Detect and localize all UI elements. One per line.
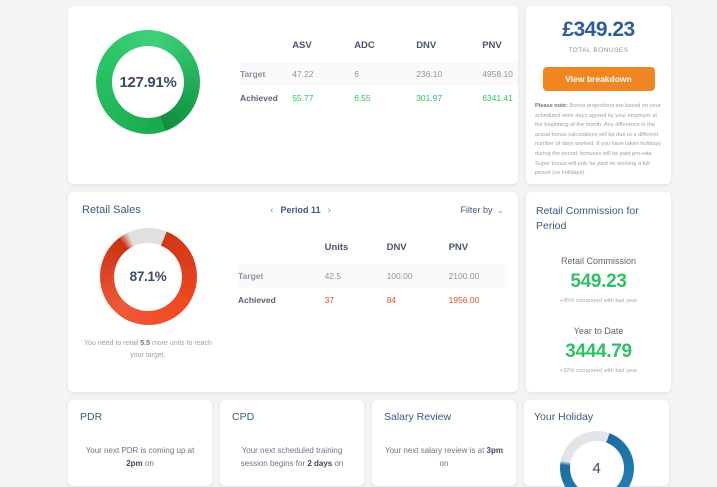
bonus-disclaimer-body: Bonus projections are based on your sche… <box>535 103 661 177</box>
retail-donut-chart: 87.1% <box>99 228 197 325</box>
cell-achieved-pnv: 6341.41 <box>482 93 513 103</box>
table-header-row: Units DNV PNV <box>238 242 508 264</box>
column-header-pnv: PNV <box>482 40 502 51</box>
salary-review-card: Salary Review Your next salary review is… <box>372 400 516 486</box>
retail-table-wrap: Units DNV PNV Target 42.5 100.00 2100.00 <box>238 242 518 312</box>
salary-body-time: 3pm <box>486 446 503 455</box>
dashboard-row-retail: Retail Sales ‹ Period 11 › Filter by ⌄ 87… <box>68 192 671 392</box>
hint-suffix: more units to reach your target. <box>130 340 212 360</box>
cell-achieved-adc: 6.55 <box>354 93 371 103</box>
commission-period-label: Retail Commission <box>560 256 637 267</box>
hint-units: 5.5 <box>140 340 151 347</box>
cpd-card-body: Your next scheduled training session beg… <box>232 445 352 471</box>
cpd-body-suffix: on <box>332 458 344 468</box>
column-header-adc: ADC <box>354 40 375 51</box>
dashboard-row-performance: 127.91% ASV ADC DNV PNV <box>68 6 671 184</box>
retail-sales-title: Retail Sales <box>82 204 141 216</box>
pdr-body-prefix: Your next PDR is coming up at <box>85 446 195 455</box>
table-row-target: Target 42.5 100.00 2100.00 <box>238 264 508 288</box>
performance-donut-wrap: 127.91% <box>68 6 228 134</box>
performance-donut-chart: 127.91% <box>96 30 200 134</box>
total-bonuses-caption: TOTAL BONUSES <box>568 47 629 54</box>
table-row-target: Target 47.22 6 236.10 4958.10 <box>240 62 518 86</box>
cpd-card-title: CPD <box>232 411 255 423</box>
column-header-units: Units <box>324 242 349 253</box>
table-row-achieved: Achieved 55.77 6.55 301.97 6341.41 <box>240 86 518 110</box>
cell-target-dnv: 236.10 <box>416 69 443 79</box>
period-label: Period 11 <box>280 205 321 215</box>
view-breakdown-button[interactable]: View breakdown <box>542 67 655 91</box>
row-label-target: Target <box>240 69 266 79</box>
performance-card: 127.91% ASV ADC DNV PNV <box>68 6 518 184</box>
cell-achieved-dnv: 301.97 <box>416 93 443 103</box>
commission-ytd-comparison: +32% compared with last year <box>559 368 638 375</box>
performance-table-wrap: ASV ADC DNV PNV Target 47.22 6 2 <box>240 40 518 110</box>
retail-commission-card: Retail Commission for Period Retail Comm… <box>526 192 671 392</box>
holiday-days-value: 4 <box>592 459 601 477</box>
commission-period-comparison: +45% compared with last year <box>559 298 638 305</box>
hint-prefix: You need to retail <box>84 340 141 347</box>
pdr-card-body: Your next PDR is coming up at 2pm on <box>80 445 200 471</box>
salary-review-card-body: Your next salary review is at 3pm on <box>384 445 504 471</box>
cell-achieved-pnv: 1956.00 <box>448 295 480 305</box>
salary-body-prefix: Your next salary review is at <box>385 446 487 455</box>
salary-body-suffix: on <box>439 458 449 468</box>
table-header-row: ASV ADC DNV PNV <box>240 40 518 62</box>
row-label-achieved: Achieved <box>238 295 276 305</box>
dashboard-row-reminders: PDR Your next PDR is coming up at 2pm on… <box>68 400 671 487</box>
retail-commission-title: Retail Commission for Period <box>536 205 639 233</box>
cell-achieved-units: 37 <box>324 295 335 305</box>
performance-table: ASV ADC DNV PNV Target 47.22 6 2 <box>240 40 518 110</box>
cell-target-asv: 47.22 <box>292 69 314 79</box>
salary-review-card-title: Salary Review <box>384 411 452 423</box>
performance-percent-label: 127.91% <box>119 73 177 91</box>
table-corner-cell <box>240 40 292 62</box>
bonus-disclaimer: Please note: Bonus projections are based… <box>535 102 662 179</box>
retail-sales-card: Retail Sales ‹ Period 11 › Filter by ⌄ 87… <box>68 192 518 392</box>
bonus-disclaimer-prefix: Please note: <box>535 103 568 109</box>
holiday-donut-chart: 4 <box>559 431 634 487</box>
retail-donut-wrap: 87.1% You need to retail 5.5 more units … <box>68 216 228 363</box>
column-header-dnv: DNV <box>416 40 437 51</box>
column-header-pnv: PNV <box>448 242 469 253</box>
period-selector: ‹ Period 11 › <box>141 205 461 216</box>
row-label-target: Target <box>238 271 264 281</box>
retail-table: Units DNV PNV Target 42.5 100.00 2100.00 <box>238 242 508 312</box>
cell-achieved-asv: 55.77 <box>292 93 314 103</box>
commission-period-value: 549.23 <box>570 271 627 293</box>
next-period-icon[interactable]: › <box>327 204 331 216</box>
holiday-card-title: Your Holiday <box>534 411 594 423</box>
cell-target-adc: 6 <box>354 69 359 79</box>
cell-target-dnv: 100.00 <box>386 271 413 281</box>
row-label-achieved: Achieved <box>240 93 278 103</box>
retail-percent-label: 87.1% <box>129 269 167 284</box>
cell-target-pnv: 4958.10 <box>482 69 513 79</box>
table-row-achieved: Achieved 37 84 1956.00 <box>238 288 508 312</box>
total-bonuses-card: £349.23 TOTAL BONUSES View breakdown Ple… <box>526 6 671 184</box>
chevron-down-icon: ⌄ <box>496 204 504 215</box>
filter-by-dropdown[interactable]: Filter by ⌄ <box>460 205 504 216</box>
retail-target-hint: You need to retail 5.5 more units to rea… <box>83 338 213 363</box>
filter-by-label: Filter by <box>460 204 493 215</box>
column-header-asv: ASV <box>292 40 312 51</box>
cell-target-units: 42.5 <box>324 271 342 281</box>
holiday-card: Your Holiday 4 <box>524 400 669 487</box>
cell-target-pnv: 2100.00 <box>448 271 480 281</box>
pdr-body-suffix: on <box>142 458 154 468</box>
cpd-body-prefix: Your next scheduled training session beg… <box>240 446 343 468</box>
cpd-body-duration: 2 days <box>307 458 333 468</box>
pdr-card-title: PDR <box>80 411 103 423</box>
commission-ytd-label: Year to Date <box>573 326 624 337</box>
pdr-card: PDR Your next PDR is coming up at 2pm on <box>68 400 212 486</box>
pdr-body-time: 2pm <box>126 458 143 468</box>
total-bonuses-amount: £349.23 <box>562 18 635 41</box>
commission-ytd-value: 3444.79 <box>565 341 632 363</box>
previous-period-icon[interactable]: ‹ <box>270 204 274 216</box>
table-corner-cell <box>238 242 325 264</box>
column-header-dnv: DNV <box>386 242 407 253</box>
cell-achieved-dnv: 84 <box>386 295 397 305</box>
cpd-card: CPD Your next scheduled training session… <box>220 400 364 486</box>
